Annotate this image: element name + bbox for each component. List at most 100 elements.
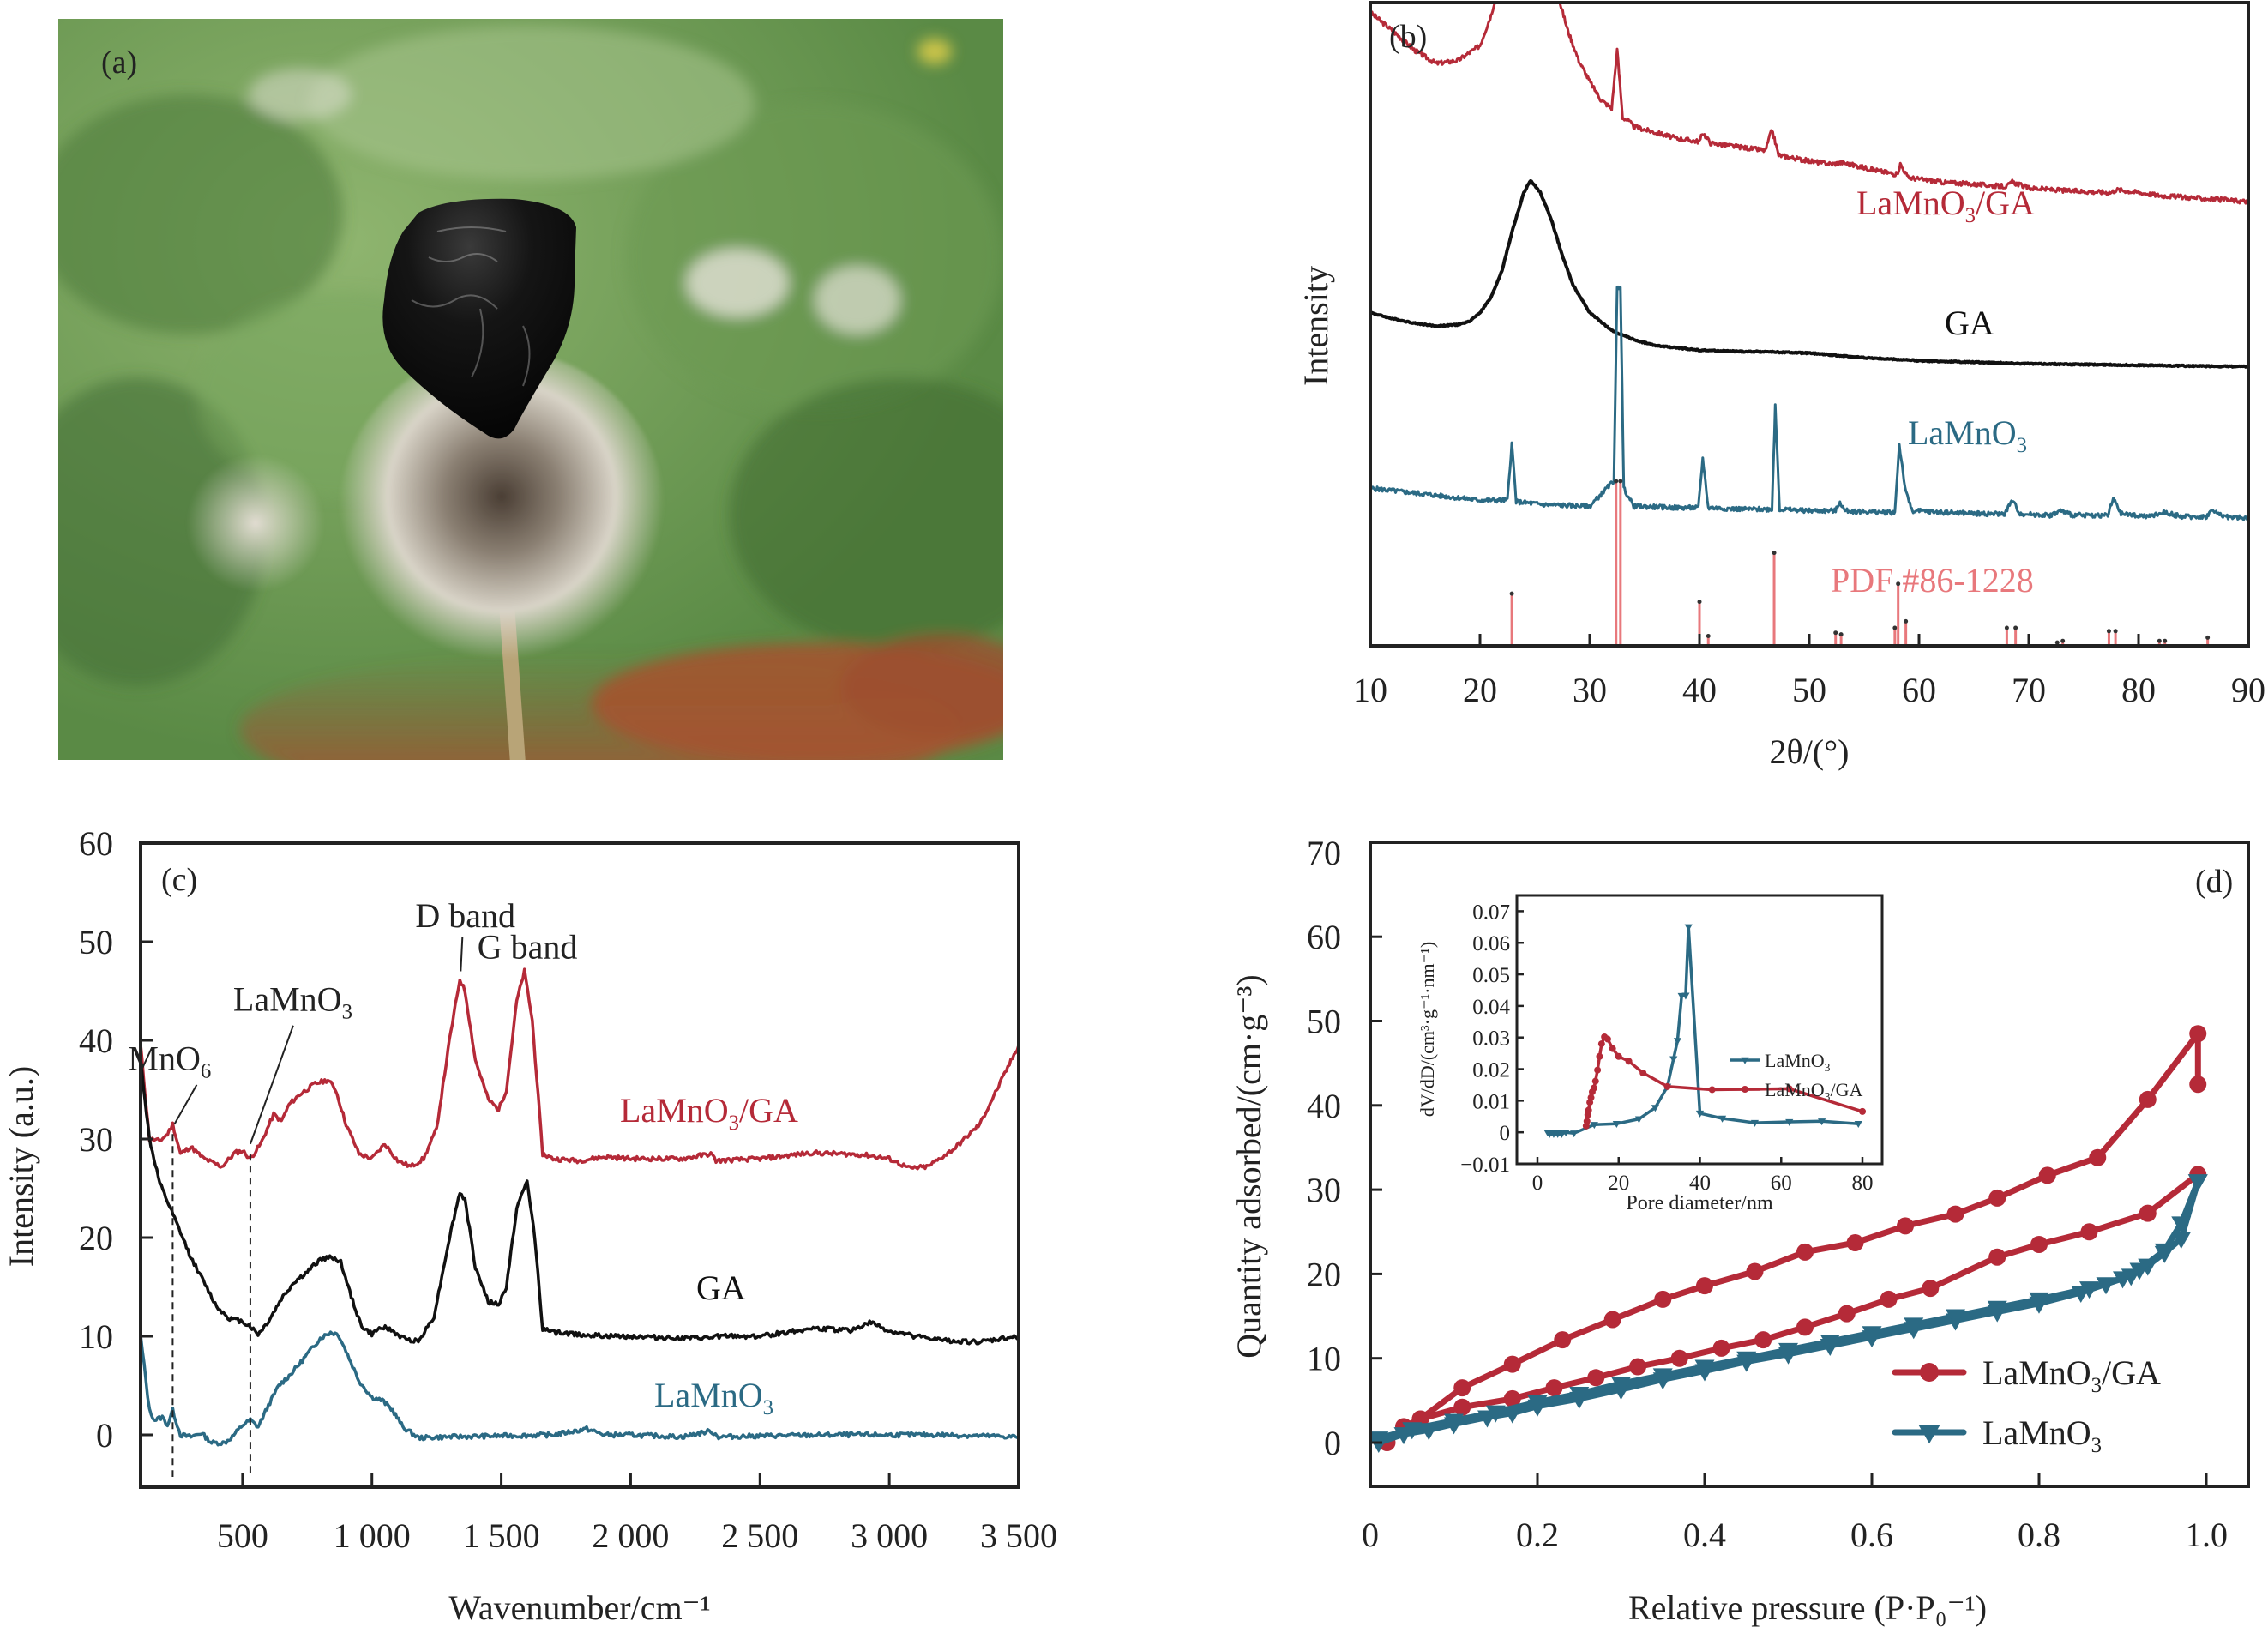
bet-legend-swatch-marker (1918, 1425, 1940, 1444)
xrd-reference-peak-cap (1896, 581, 1901, 587)
bet-data-point (1746, 1262, 1764, 1280)
inset-data-point (1651, 1105, 1659, 1112)
bet-data-point (1503, 1389, 1521, 1407)
xrd-reference-peak-cap (1892, 625, 1898, 630)
bet-frame (1369, 841, 2250, 1488)
inset-legend-swatch-marker (1742, 1086, 1748, 1093)
raman-leader-d-band (460, 937, 464, 972)
inset-data-point (1708, 1086, 1716, 1094)
xrd-reference-peak-cap (1697, 600, 1702, 605)
inset-data-point (1583, 1118, 1591, 1125)
panel-a-photo (58, 19, 1003, 760)
inset-y-tick-label: 0.07 (1472, 901, 1510, 924)
xrd-frame (1369, 1, 2250, 648)
xrd-x-tick-label: 90 (2231, 671, 2265, 709)
inset-data-point (1587, 1094, 1595, 1101)
bet-y-tick-label: 30 (1307, 1171, 1341, 1209)
raman-x-tick-label: 3 500 (980, 1516, 1057, 1555)
xrd-reference-peak-cap (2004, 625, 2009, 630)
raman-y-tick-label: 10 (79, 1317, 113, 1356)
bet-y-tick-label: 60 (1307, 918, 1341, 956)
bet-data-point (1712, 1339, 1730, 1357)
raman-label-lamno3-ga-main: LaMnO (620, 1091, 729, 1130)
bet-data-point (1862, 1326, 1882, 1344)
raman-x-tick-label: 1 500 (463, 1516, 540, 1555)
raman-annotation-mno6: MnO6 (128, 1039, 211, 1083)
raman-y-tick-label: 50 (79, 923, 113, 961)
raman-label-lamno3: LaMnO3 (654, 1376, 773, 1419)
bet-data-point (2139, 1090, 2157, 1108)
inset-data-point (1663, 1082, 1671, 1090)
inset-data-point (1615, 1052, 1622, 1060)
xrd-plot-area (1370, 3, 2248, 645)
xrd-reference-peak-cap (2106, 629, 2111, 634)
inset-x-tick-label: 40 (1689, 1172, 1711, 1195)
bet-data-point (1611, 1377, 1631, 1395)
bet-y-tick-label: 70 (1307, 834, 1341, 872)
bet-data-point (2171, 1216, 2192, 1234)
raman-x-tick-label: 500 (217, 1516, 268, 1555)
xrd-reference-peak-cap (2205, 635, 2211, 640)
pore-size-inset-chart: −0.01 0 0.01 0.02 0.03 0.04 0.05 0.06 0.07 0 20 40 6… (1417, 894, 1884, 1214)
inset-data-point (1695, 1110, 1705, 1118)
bet-data-point (1402, 1422, 1423, 1440)
raman-annotation-lamno3-sub: 3 (342, 1000, 352, 1023)
photo-far-dandelion (187, 455, 324, 592)
raman-annotation-mno6-sub: 6 (201, 1059, 211, 1082)
inset-data-point (1681, 992, 1690, 1000)
panel-b-label: (b) (1389, 19, 1427, 55)
xrd-label-lamno3-ga-sub: 3 (1965, 204, 1976, 227)
bet-legend-label-sub: 3 (2091, 1374, 2102, 1397)
xrd-x-tick-label: 20 (1463, 671, 1497, 709)
bet-data-point (1846, 1234, 1864, 1252)
inset-ticks: −0.01 0 0.01 0.02 0.03 0.04 0.05 0.06 0.07 0 20 40 6… (1460, 901, 1873, 1195)
xrd-label-reference: PDF #86-1228 (1831, 561, 2034, 600)
bet-x-tick-label: 0.6 (1850, 1515, 1893, 1554)
bet-data-point (1880, 1290, 1898, 1308)
inset-x-tick-label: 20 (1608, 1172, 1629, 1195)
bet-data-point (1453, 1379, 1471, 1397)
bet-data-point (1946, 1309, 1965, 1327)
bet-data-point (2079, 1281, 2099, 1299)
bet-legend-label-tail: /GA (2102, 1353, 2161, 1392)
xrd-label-lamno3-main: LaMnO (1908, 413, 2017, 452)
raman-annotation-g-band: G band (478, 928, 578, 967)
bet-data-point (2113, 1271, 2133, 1289)
xrd-series-line-lamno3 (1370, 285, 2248, 521)
bet-legend-swatch-marker (1920, 1363, 1939, 1382)
inset-series-line (1585, 1035, 1863, 1127)
bet-data-point (1796, 1243, 1814, 1261)
xrd-x-tick-label: 50 (1792, 671, 1826, 709)
raman-x-tick-label: 3 000 (851, 1516, 928, 1555)
inset-y-tick-label: 0 (1500, 1122, 1511, 1145)
raman-annotation-d-band: D band (415, 896, 515, 935)
raman-frame (139, 841, 1020, 1489)
inset-legend-label-sub: 3 (1825, 1090, 1831, 1103)
raman-label-lamno3-ga: LaMnO3/GA (620, 1091, 798, 1135)
inset-y-tick-label: −0.01 (1460, 1154, 1510, 1177)
raman-series-line-lamno3-ga (141, 967, 1019, 1171)
xrd-reference-peak-cap (2163, 638, 2168, 643)
xrd-x-axis-label: 2θ/(°) (1770, 732, 1850, 771)
inset-data-point (1612, 1121, 1621, 1129)
bet-data-point (1453, 1398, 1471, 1416)
xrd-label-lamno3: LaMnO3 (1908, 413, 2027, 457)
bet-y-tick-label: 40 (1307, 1087, 1341, 1125)
xrd-x-tick-label: 70 (2012, 671, 2046, 709)
inset-data-point (1596, 1052, 1603, 1060)
inset-legend-swatch-marker (1741, 1057, 1749, 1064)
raman-label-lamno3-ga-tail: /GA (739, 1091, 798, 1130)
xrd-reference-peak-cap (1904, 618, 1909, 624)
inset-y-tick-label: 0.05 (1472, 964, 1510, 987)
bet-x-tick-label: 0.4 (1683, 1515, 1726, 1554)
xrd-series-line-ga (1370, 179, 2248, 369)
raman-series-line-ga (141, 1058, 1019, 1346)
bet-legend-label-main: LaMnO (1982, 1413, 2091, 1452)
bet-data-point (1629, 1358, 1646, 1376)
bet-data-point (2089, 1148, 2107, 1166)
bet-data-point (1370, 1431, 1389, 1449)
inset-data-point (1718, 1115, 1727, 1123)
